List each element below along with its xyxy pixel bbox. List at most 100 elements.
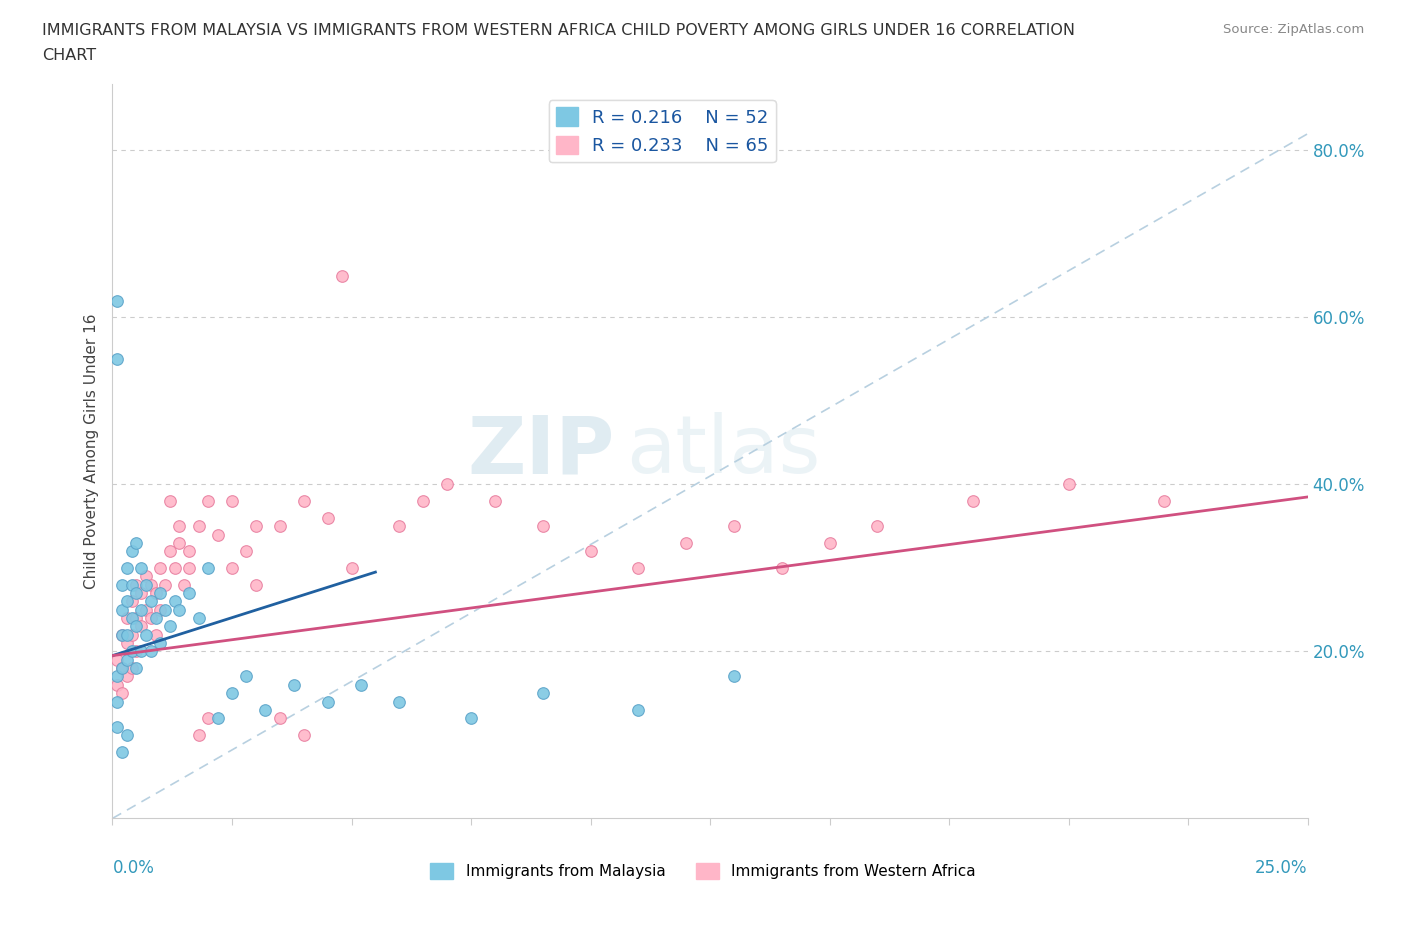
Point xyxy=(105,293,128,308)
Point xyxy=(163,561,186,576)
Point xyxy=(460,711,482,725)
Point xyxy=(177,544,200,559)
Point xyxy=(159,619,181,634)
Point xyxy=(105,669,128,684)
Point xyxy=(105,719,128,734)
Point xyxy=(770,561,793,576)
Point xyxy=(245,519,267,534)
Point xyxy=(125,644,148,658)
Point xyxy=(159,494,181,509)
Point xyxy=(962,494,984,509)
Point xyxy=(111,685,134,700)
Text: 25.0%: 25.0% xyxy=(1256,858,1308,877)
Point xyxy=(145,611,167,626)
Point xyxy=(627,561,650,576)
Point xyxy=(111,603,134,618)
Point xyxy=(135,569,157,584)
Point xyxy=(173,578,195,592)
Point xyxy=(115,669,138,684)
Point xyxy=(723,519,745,534)
Text: Source: ZipAtlas.com: Source: ZipAtlas.com xyxy=(1223,23,1364,36)
Point xyxy=(121,660,143,675)
Point xyxy=(115,561,138,576)
Point xyxy=(177,586,200,601)
Point xyxy=(436,477,458,492)
Point xyxy=(121,544,143,559)
Point xyxy=(340,561,363,576)
Text: CHART: CHART xyxy=(42,48,96,63)
Legend: Immigrants from Malaysia, Immigrants from Western Africa: Immigrants from Malaysia, Immigrants fro… xyxy=(425,857,981,885)
Point xyxy=(187,519,209,534)
Point xyxy=(316,511,339,525)
Point xyxy=(484,494,506,509)
Point xyxy=(139,644,162,658)
Point xyxy=(1057,477,1080,492)
Point xyxy=(269,711,291,725)
Point xyxy=(177,561,200,576)
Point xyxy=(221,685,243,700)
Point xyxy=(115,635,138,650)
Point xyxy=(149,635,172,650)
Point xyxy=(316,694,339,709)
Point xyxy=(221,494,243,509)
Point xyxy=(111,660,134,675)
Point xyxy=(1153,494,1175,509)
Text: atlas: atlas xyxy=(627,412,821,490)
Point xyxy=(111,744,134,759)
Point xyxy=(579,544,602,559)
Point xyxy=(121,644,143,658)
Text: ZIP: ZIP xyxy=(467,412,614,490)
Point xyxy=(105,694,128,709)
Point xyxy=(145,628,167,643)
Point xyxy=(115,611,138,626)
Point xyxy=(207,711,229,725)
Point xyxy=(121,628,143,643)
Point xyxy=(105,352,128,366)
Point xyxy=(129,619,152,634)
Point xyxy=(235,669,257,684)
Point xyxy=(292,494,315,509)
Point xyxy=(235,544,257,559)
Point xyxy=(135,628,157,643)
Point xyxy=(129,603,152,618)
Point xyxy=(675,536,697,551)
Point xyxy=(125,578,148,592)
Point xyxy=(105,677,128,692)
Text: 0.0%: 0.0% xyxy=(112,858,155,877)
Point xyxy=(115,727,138,742)
Point xyxy=(221,561,243,576)
Point xyxy=(388,519,411,534)
Point xyxy=(139,594,162,609)
Point xyxy=(531,685,554,700)
Point xyxy=(125,586,148,601)
Point xyxy=(135,603,157,618)
Text: IMMIGRANTS FROM MALAYSIA VS IMMIGRANTS FROM WESTERN AFRICA CHILD POVERTY AMONG G: IMMIGRANTS FROM MALAYSIA VS IMMIGRANTS F… xyxy=(42,23,1076,38)
Point xyxy=(125,536,148,551)
Point xyxy=(121,611,143,626)
Point xyxy=(149,561,172,576)
Point xyxy=(292,727,315,742)
Point xyxy=(187,727,209,742)
Point xyxy=(723,669,745,684)
Point xyxy=(197,494,219,509)
Y-axis label: Child Poverty Among Girls Under 16: Child Poverty Among Girls Under 16 xyxy=(83,313,98,589)
Point xyxy=(412,494,434,509)
Point xyxy=(283,677,305,692)
Point xyxy=(169,536,191,551)
Point xyxy=(121,578,143,592)
Point xyxy=(254,702,277,717)
Point xyxy=(197,561,219,576)
Point xyxy=(245,578,267,592)
Point xyxy=(187,611,209,626)
Point xyxy=(125,611,148,626)
Point xyxy=(129,561,152,576)
Point xyxy=(149,603,172,618)
Point xyxy=(388,694,411,709)
Point xyxy=(115,628,138,643)
Point xyxy=(139,611,162,626)
Point xyxy=(269,519,291,534)
Point xyxy=(153,578,176,592)
Point xyxy=(350,677,373,692)
Point xyxy=(121,594,143,609)
Point xyxy=(153,603,176,618)
